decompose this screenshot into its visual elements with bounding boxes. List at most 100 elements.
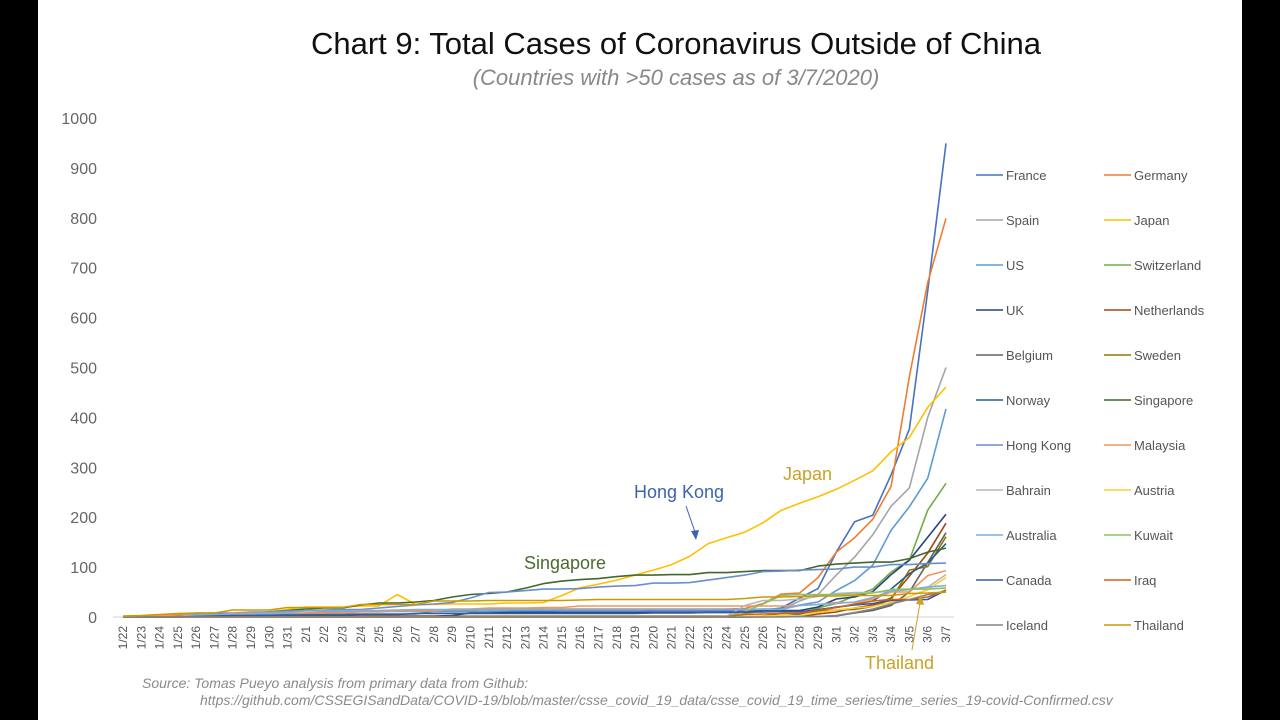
x-tick-label: 2/11 bbox=[482, 626, 496, 649]
legend-label: Kuwait bbox=[1134, 528, 1173, 543]
annotation-hong-kong: Hong Kong bbox=[634, 482, 725, 502]
x-tick-label: 2/29 bbox=[811, 626, 825, 650]
x-tick-label: 3/3 bbox=[866, 626, 880, 643]
legend-label: Norway bbox=[1006, 393, 1051, 408]
x-tick-label: 2/28 bbox=[793, 626, 807, 650]
thailand-arrow bbox=[911, 602, 921, 651]
x-tick-label: 3/2 bbox=[848, 626, 862, 643]
legend-label: Japan bbox=[1134, 213, 1169, 228]
x-tick-label: 3/5 bbox=[902, 626, 916, 643]
series-line-thailand bbox=[122, 591, 947, 617]
series-line-us bbox=[123, 408, 947, 618]
hong-kong-arrow bbox=[685, 505, 696, 533]
x-tick-label: 2/27 bbox=[774, 626, 788, 650]
x-tick-label: 2/24 bbox=[720, 626, 734, 650]
x-tick-label: 2/4 bbox=[354, 626, 368, 643]
series-line-canada bbox=[123, 589, 947, 618]
series-line-hong-kong bbox=[122, 562, 947, 618]
x-tick-label: 2/1 bbox=[299, 626, 313, 643]
x-tick-label: 1/28 bbox=[226, 626, 240, 650]
y-tick-label: 900 bbox=[70, 161, 97, 178]
chart-subtitle: (Countries with >50 cases as of 3/7/2020… bbox=[472, 65, 880, 90]
legend-label: Malaysia bbox=[1134, 438, 1186, 453]
y-tick-label: 700 bbox=[70, 261, 97, 278]
legend-label: Thailand bbox=[1134, 618, 1184, 633]
legend-label: Iceland bbox=[1006, 618, 1048, 633]
x-tick-label: 2/20 bbox=[646, 626, 660, 650]
source-text: Source: Tomas Pueyo analysis from primar… bbox=[142, 675, 529, 691]
legend-label: Austria bbox=[1134, 483, 1175, 498]
x-tick-label: 2/16 bbox=[573, 626, 587, 650]
x-tick-label: 1/22 bbox=[116, 626, 130, 650]
x-tick-label: 2/26 bbox=[756, 626, 770, 650]
x-tick-label: 2/13 bbox=[518, 626, 532, 650]
x-tick-label: 2/2 bbox=[317, 626, 331, 643]
x-tick-label: 3/4 bbox=[884, 626, 898, 643]
y-tick-label: 300 bbox=[70, 460, 97, 477]
x-tick-label: 2/22 bbox=[683, 626, 697, 650]
y-tick-label: 1000 bbox=[61, 111, 97, 128]
legend-label: Hong Kong bbox=[1006, 438, 1071, 453]
source-url: https://github.com/CSSEGISandData/COVID-… bbox=[200, 692, 1113, 708]
x-tick-label: 1/30 bbox=[262, 626, 276, 650]
y-tick-label: 400 bbox=[70, 410, 97, 427]
annotation-thailand: Thailand bbox=[865, 653, 935, 673]
legend-label: Sweden bbox=[1134, 348, 1181, 363]
x-tick-label: 2/10 bbox=[463, 626, 477, 650]
x-tick-label: 3/1 bbox=[829, 626, 843, 643]
legend-label: Germany bbox=[1134, 168, 1188, 183]
y-tick-label: 500 bbox=[70, 361, 97, 378]
x-tick-label: 1/25 bbox=[171, 626, 185, 650]
y-tick-label: 800 bbox=[70, 211, 97, 228]
x-tick-label: 1/27 bbox=[207, 626, 221, 650]
x-tick-label: 3/6 bbox=[921, 626, 935, 643]
legend-label: Canada bbox=[1006, 573, 1052, 588]
legend-label: Bahrain bbox=[1006, 483, 1051, 498]
x-tick-label: 2/5 bbox=[372, 626, 386, 643]
x-tick-label: 1/26 bbox=[189, 626, 203, 650]
legend-label: Belgium bbox=[1006, 348, 1053, 363]
y-tick-label: 600 bbox=[70, 311, 97, 328]
x-tick-label: 1/29 bbox=[244, 626, 258, 650]
x-tick-label: 2/25 bbox=[738, 626, 752, 650]
legend-label: Iraq bbox=[1134, 573, 1156, 588]
hong-kong-arrowhead bbox=[691, 530, 699, 540]
x-tick-label: 1/31 bbox=[281, 626, 295, 650]
x-tick-label: 2/21 bbox=[665, 626, 679, 650]
x-tick-label: 2/6 bbox=[390, 626, 404, 643]
x-tick-label: 2/9 bbox=[445, 626, 459, 643]
chart-title: Chart 9: Total Cases of Coronavirus Outs… bbox=[310, 26, 1041, 61]
y-tick-label: 0 bbox=[88, 610, 97, 627]
x-tick-label: 2/15 bbox=[555, 626, 569, 650]
x-tick-label: 2/8 bbox=[427, 626, 441, 643]
legend-label: UK bbox=[1006, 303, 1024, 318]
series-line-france bbox=[123, 143, 947, 618]
series-line-japan bbox=[122, 386, 947, 618]
annotation-singapore: Singapore bbox=[524, 553, 607, 573]
annotation-japan: Japan bbox=[783, 464, 833, 484]
y-tick-label: 200 bbox=[70, 510, 97, 527]
x-tick-label: 3/7 bbox=[939, 626, 953, 643]
x-tick-label: 1/24 bbox=[153, 626, 167, 650]
x-tick-label: 1/23 bbox=[134, 626, 148, 650]
legend-label: Spain bbox=[1006, 213, 1039, 228]
x-tick-label: 2/14 bbox=[537, 626, 551, 650]
x-tick-label: 2/3 bbox=[335, 626, 349, 643]
x-tick-label: 2/7 bbox=[409, 626, 423, 643]
series-line-switzerland bbox=[123, 482, 947, 618]
x-tick-label: 2/19 bbox=[628, 626, 642, 650]
legend-label: Switzerland bbox=[1134, 258, 1201, 273]
series-line-iceland bbox=[123, 591, 947, 618]
legend-label: Singapore bbox=[1134, 393, 1193, 408]
legend-label: US bbox=[1006, 258, 1024, 273]
x-tick-label: 2/23 bbox=[701, 626, 715, 650]
y-tick-label: 100 bbox=[70, 560, 97, 577]
legend-label: Australia bbox=[1006, 528, 1057, 543]
x-tick-label: 2/17 bbox=[592, 626, 606, 650]
x-tick-label: 2/12 bbox=[500, 626, 514, 650]
x-tick-label: 2/18 bbox=[610, 626, 624, 650]
legend-label: France bbox=[1006, 168, 1046, 183]
thailand-arrowhead bbox=[916, 594, 924, 605]
series-line-australia bbox=[123, 584, 947, 618]
